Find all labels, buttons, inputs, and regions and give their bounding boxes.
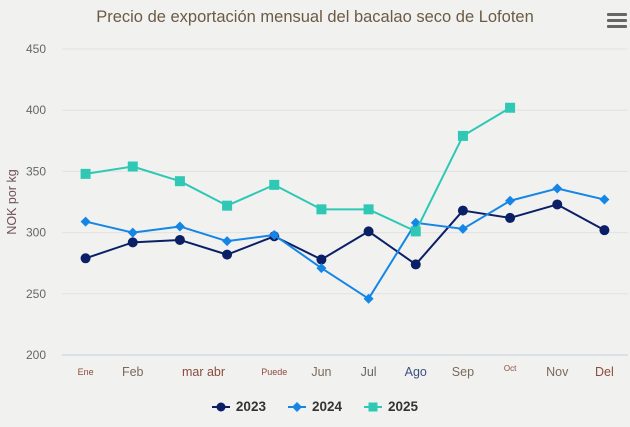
y-tick-label: 350 <box>26 164 46 178</box>
x-tick-label: Ago <box>405 365 427 379</box>
y-tick-label: 250 <box>26 287 46 301</box>
data-point-2023[interactable] <box>316 254 327 265</box>
x-tick-label: Puede <box>261 367 287 377</box>
data-point-2024[interactable] <box>599 194 610 205</box>
y-tick-label: 450 <box>26 42 46 56</box>
data-point-2023[interactable] <box>505 212 516 223</box>
data-point-2024[interactable] <box>363 293 374 304</box>
data-point-2023[interactable] <box>127 237 138 248</box>
data-point-2025[interactable] <box>174 176 185 187</box>
series-line-2023 <box>85 203 605 266</box>
line-chart: 200 250 300 350 400 450 NOK por kg Ene Feb mar … <box>5 42 628 379</box>
x-tick-label: Sep <box>452 365 474 379</box>
x-tick-label: Jun <box>311 365 331 379</box>
series-group <box>80 102 610 304</box>
data-point-2023[interactable] <box>80 253 91 264</box>
chart-menu-button[interactable] <box>607 13 627 31</box>
series-2023 <box>80 199 610 270</box>
data-point-2025[interactable] <box>80 168 91 179</box>
data-point-2024[interactable] <box>269 230 280 241</box>
y-tick-label: 200 <box>26 348 46 362</box>
data-point-2023[interactable] <box>363 226 374 237</box>
data-point-2023[interactable] <box>457 205 468 216</box>
data-point-2025[interactable] <box>410 226 421 237</box>
data-point-2024[interactable] <box>222 236 233 247</box>
data-point-2024[interactable] <box>457 223 468 234</box>
series-line-2024 <box>85 187 605 300</box>
data-point-2025[interactable] <box>316 204 327 215</box>
data-point-2025[interactable] <box>457 130 468 141</box>
data-point-2023[interactable] <box>552 199 563 210</box>
x-tick-label: Ene <box>78 367 94 377</box>
legend-item-2024[interactable]: 2024 <box>287 399 343 414</box>
hamburger-menu-icon <box>607 13 627 16</box>
data-point-2025[interactable] <box>363 204 374 215</box>
data-point-2024[interactable] <box>505 195 516 206</box>
legend-label: 2024 <box>311 399 343 414</box>
x-tick-label: Nov <box>546 365 569 379</box>
chart-title: Precio de exportación mensual del bacala… <box>96 8 534 26</box>
data-point-2023[interactable] <box>222 249 233 260</box>
data-point-2024[interactable] <box>127 227 138 238</box>
hamburger-line <box>607 25 627 28</box>
data-point-2024[interactable] <box>316 263 327 274</box>
x-tick-label: mar abr <box>182 365 225 379</box>
series-line-2025 <box>85 106 511 233</box>
data-point-2024[interactable] <box>174 221 185 232</box>
circle-marker-icon <box>211 402 230 411</box>
gridlines <box>62 48 628 356</box>
series-2025 <box>80 102 516 237</box>
x-tick-label: Jul <box>361 365 377 379</box>
series-2024 <box>80 183 610 304</box>
x-tick-label: Del <box>595 365 614 379</box>
y-axis-ticks: 200 250 300 350 400 450 <box>26 42 46 362</box>
x-tick-label: Feb <box>122 365 144 379</box>
data-point-2023[interactable] <box>599 225 610 236</box>
legend-item-2023[interactable]: 2023 <box>211 399 266 414</box>
x-axis-ticks: Ene Feb mar abr Puede Jun Jul Ago Sep Oct Nov Del <box>78 364 614 379</box>
legend-label: 2025 <box>388 399 419 414</box>
legend-label: 2023 <box>235 399 266 414</box>
data-point-2024[interactable] <box>80 216 91 227</box>
hamburger-line <box>607 19 627 22</box>
legend-item-2025[interactable]: 2025 <box>364 399 418 414</box>
y-tick-label: 400 <box>26 103 46 117</box>
y-axis-label: NOK por kg <box>5 169 19 234</box>
data-point-2025[interactable] <box>127 161 138 172</box>
legend: 2023 2024 2025 <box>0 399 630 414</box>
data-point-2025[interactable] <box>505 102 516 113</box>
x-tick-label: Oct <box>504 364 517 373</box>
data-point-2025[interactable] <box>269 179 280 190</box>
y-tick-label: 300 <box>26 226 46 240</box>
data-point-2024[interactable] <box>552 183 563 194</box>
data-point-2023[interactable] <box>410 259 421 270</box>
square-marker-icon <box>364 402 383 411</box>
diamond-marker-icon <box>287 401 306 412</box>
data-point-2025[interactable] <box>222 200 233 211</box>
data-point-2023[interactable] <box>174 234 185 245</box>
